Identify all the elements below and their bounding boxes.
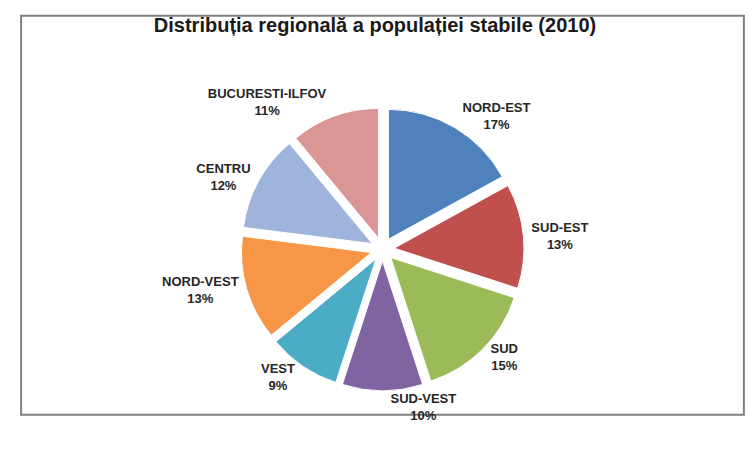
svg-text:CENTRU12%: CENTRU12% xyxy=(196,161,250,193)
svg-text:NORD-VEST13%: NORD-VEST13% xyxy=(162,274,239,306)
svg-text:SUD-VEST10%: SUD-VEST10% xyxy=(390,391,456,423)
svg-text:NORD-EST17%: NORD-EST17% xyxy=(463,100,531,132)
svg-text:Distribuția regională a popula: Distribuția regională a populației stabi… xyxy=(154,14,596,36)
svg-text:SUD-EST13%: SUD-EST13% xyxy=(531,220,588,252)
svg-text:BUCURESTI-ILFOV11%: BUCURESTI-ILFOV11% xyxy=(208,86,327,118)
svg-text:VEST9%: VEST9% xyxy=(261,361,295,393)
svg-text:SUD15%: SUD15% xyxy=(491,341,518,373)
